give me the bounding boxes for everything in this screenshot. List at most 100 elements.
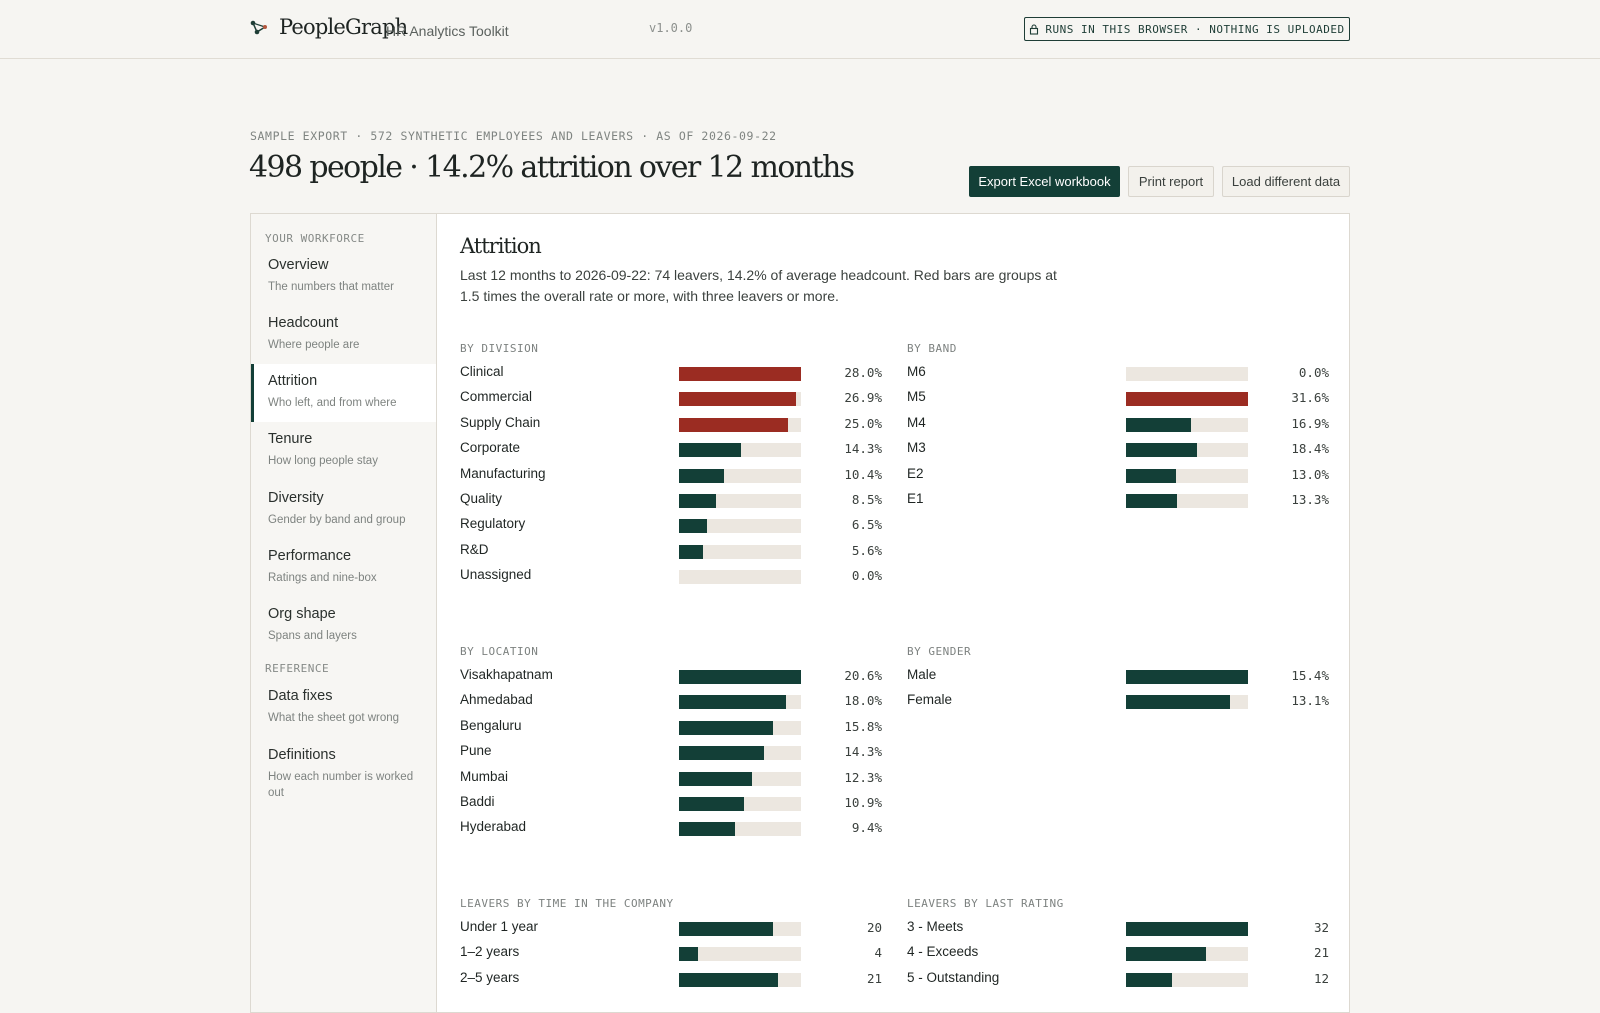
sidebar-item-desc: How long people stay xyxy=(268,455,378,467)
group-title: BY LOCATION xyxy=(460,645,539,658)
bar-row: 5 - Outstanding 12 xyxy=(907,970,1329,990)
group-title: BY DIVISION xyxy=(460,342,539,355)
bar-track xyxy=(679,544,801,559)
bar-fill xyxy=(1126,392,1248,407)
bar-track xyxy=(679,519,801,534)
bar-fill xyxy=(679,695,786,710)
sidebar-item-desc: How each number is worked out xyxy=(268,771,414,799)
sidebar-item-attrition[interactable]: Attrition Who left, and from where xyxy=(251,364,436,422)
bar-fill xyxy=(679,443,742,458)
app-subtitle: HR Analytics Toolkit xyxy=(386,23,509,39)
bar-fill xyxy=(1126,972,1172,987)
bar-label: Supply Chain xyxy=(460,414,541,430)
bar-label: Manufacturing xyxy=(460,465,546,481)
bar-track xyxy=(679,972,801,987)
bar-value: 18.0% xyxy=(844,693,882,709)
sidebar-item-headcount[interactable]: Headcount Where people are xyxy=(251,315,436,373)
bar-row: Mumbai 12.3% xyxy=(460,769,882,789)
sidebar-item-definitions[interactable]: Definitions How each number is worked ou… xyxy=(251,747,436,805)
bar-value: 26.9% xyxy=(844,390,882,406)
bar-row: 2–5 years 21 xyxy=(460,970,882,990)
sidebar-item-overview[interactable]: Overview The numbers that matter xyxy=(251,257,436,315)
bar-value: 21 xyxy=(866,970,882,986)
print-report-button[interactable]: Print report xyxy=(1128,166,1214,197)
bar-value: 8.5% xyxy=(851,492,882,507)
load-data-button[interactable]: Load different data xyxy=(1222,166,1350,197)
bar-track xyxy=(1126,947,1248,962)
bar-fill xyxy=(679,670,801,684)
sidebar-item-org-shape[interactable]: Org shape Spans and layers xyxy=(251,606,436,664)
bar-track xyxy=(1126,417,1248,432)
bar-value: 15.4% xyxy=(1291,668,1329,683)
bar-label: M4 xyxy=(907,414,926,430)
bar-fill xyxy=(679,367,801,381)
bar-label: E1 xyxy=(907,491,924,506)
sidebar-item-performance[interactable]: Performance Ratings and nine-box xyxy=(251,548,436,606)
section-description: Last 12 months to 2026-09-22: 74 leavers… xyxy=(460,267,1057,304)
bar-value: 4 xyxy=(874,945,882,961)
bar-row: Ahmedabad 18.0% xyxy=(460,692,882,712)
export-excel-button[interactable]: Export Excel workbook xyxy=(969,166,1120,197)
bar-row: M3 18.4% xyxy=(907,440,1329,460)
bar-value: 13.3% xyxy=(1291,492,1329,507)
bar-track xyxy=(679,494,801,508)
bar-label: R&D xyxy=(460,541,489,557)
sidebar-item-data-fixes[interactable]: Data fixes What the sheet got wrong xyxy=(251,688,436,746)
sidebar-item-desc: Ratings and nine-box xyxy=(268,572,377,584)
bar-row: Corporate 14.3% xyxy=(460,440,882,460)
bar-row: Quality 8.5% xyxy=(460,491,882,511)
bar-value: 6.5% xyxy=(851,517,882,533)
bar-fill xyxy=(679,972,778,987)
bar-label: Ahmedabad xyxy=(460,692,533,708)
sidebar-item-tenure[interactable]: Tenure How long people stay xyxy=(251,431,436,489)
bar-value: 10.4% xyxy=(844,466,882,482)
bar-value: 20.6% xyxy=(844,668,882,683)
bar-row: 1–2 years 4 xyxy=(460,944,882,964)
bar-track xyxy=(679,771,801,786)
group-title: LEAVERS BY TIME IN THE COMPANY xyxy=(460,897,674,910)
bar-row: 4 - Exceeds 21 xyxy=(907,944,1329,964)
bar-label: Quality xyxy=(460,491,503,506)
bar-fill xyxy=(679,947,698,962)
sidebar-item-desc: Who left, and from where xyxy=(268,397,397,409)
bar-row: Unassigned 0.0% xyxy=(460,567,882,587)
lock-icon xyxy=(1030,23,1039,35)
bar-label: Commercial xyxy=(460,389,533,405)
bar-value: 9.4% xyxy=(851,820,882,836)
sidebar-item-desc: What the sheet got wrong xyxy=(268,712,400,724)
bar-track xyxy=(679,417,801,432)
sidebar-item-diversity[interactable]: Diversity Gender by band and group xyxy=(251,490,436,548)
bar-label: Clinical xyxy=(460,364,504,379)
bar-fill xyxy=(679,468,725,483)
bar-track xyxy=(679,392,801,407)
bar-label: M5 xyxy=(907,389,926,405)
report-panel: YOUR WORKFORCE Overview The numbers that… xyxy=(250,213,1350,1013)
bar-track xyxy=(679,695,801,710)
bar-value: 25.0% xyxy=(844,415,882,431)
sidebar-item-label: Tenure xyxy=(268,431,313,447)
bar-label: Pune xyxy=(460,743,492,759)
bar-label: Hyderabad xyxy=(460,819,527,835)
bar-track xyxy=(1126,392,1248,407)
bar-fill xyxy=(679,494,717,508)
bar-fill xyxy=(1126,417,1192,432)
bar-row: Visakhapatnam 20.6% xyxy=(460,667,882,687)
app-name: PeopleGraph xyxy=(279,15,408,39)
bar-row: M4 16.9% xyxy=(907,415,1329,435)
bar-track xyxy=(679,570,801,585)
bar-value: 31.6% xyxy=(1291,390,1329,406)
bar-row: M5 31.6% xyxy=(907,389,1329,409)
sidebar-item-desc: Spans and layers xyxy=(268,630,357,642)
local-badge-text: RUNS IN THIS BROWSER · NOTHING IS UPLOAD… xyxy=(1045,22,1345,36)
bar-value: 13.1% xyxy=(1291,693,1329,709)
bar-track xyxy=(1126,670,1248,684)
bar-track xyxy=(1126,494,1248,508)
bar-row: Under 1 year 20 xyxy=(460,919,882,939)
bar-value: 15.8% xyxy=(844,718,882,734)
app-version: v1.0.0 xyxy=(649,21,693,35)
sidebar-item-label: Diversity xyxy=(268,490,324,506)
bar-track xyxy=(679,443,801,458)
bar-value: 14.3% xyxy=(844,744,882,760)
bar-fill xyxy=(1126,922,1248,936)
graph-logo-icon xyxy=(250,20,267,35)
